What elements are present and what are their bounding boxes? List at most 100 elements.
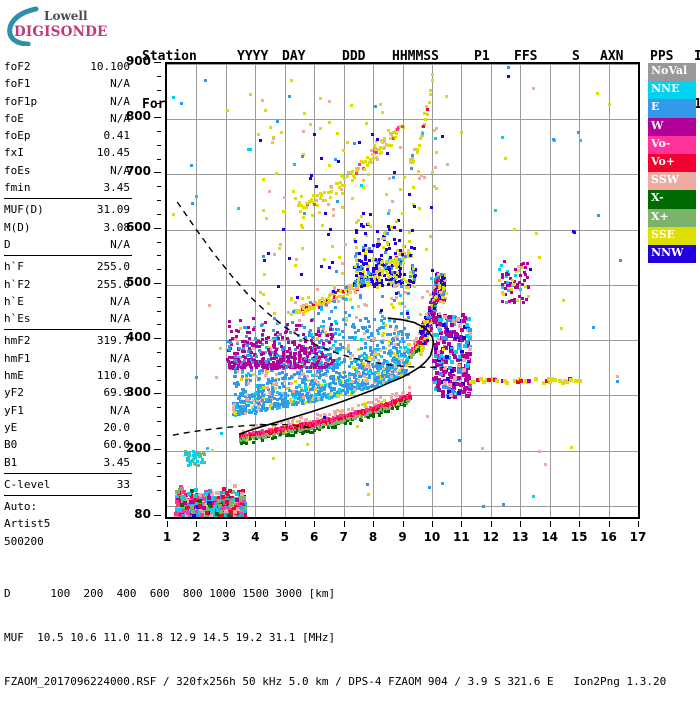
param-name: foEp — [4, 127, 31, 144]
y-axis-minor-tick — [157, 311, 161, 312]
param-name: fxI — [4, 144, 24, 161]
param-name: hmE — [4, 367, 24, 384]
y-axis-tick — [154, 393, 161, 394]
y-axis-minor-tick — [157, 269, 161, 270]
param-value: 31.09 — [97, 201, 130, 218]
param-row-hf: h`F 255.0 — [4, 258, 132, 275]
param-name: C-level — [4, 476, 50, 493]
y-axis-minor-tick — [157, 186, 161, 187]
param-name: M(D) — [4, 219, 31, 236]
param-name: foEs — [4, 162, 31, 179]
logo-lowell-text: Lowell — [44, 9, 88, 23]
y-axis-minor-tick — [157, 366, 161, 367]
plot-canvas — [167, 64, 638, 517]
param-name: foF1 — [4, 75, 31, 92]
param-group-divider — [4, 495, 132, 496]
param-name: hmF1 — [4, 350, 31, 367]
param-name: MUF(D) — [4, 201, 44, 218]
y-axis-minor-tick — [157, 90, 161, 91]
auto-line-1: Artist5 — [4, 515, 132, 532]
y-axis-minor-tick — [157, 255, 161, 256]
param-name: foE — [4, 110, 24, 127]
param-name: h`Es — [4, 310, 31, 327]
param-name: yE — [4, 419, 17, 436]
auto-line-0: Auto: — [4, 498, 132, 515]
y-axis-minor-tick — [157, 131, 161, 132]
y-axis-minor-tick — [157, 145, 161, 146]
param-name: foF1p — [4, 93, 37, 110]
y-axis-tick — [154, 283, 161, 284]
param-value: 110.0 — [97, 367, 130, 384]
param-row-md: M(D)3.08 — [4, 219, 132, 236]
param-name: fmin — [4, 179, 31, 196]
y-axis-label: 800 — [126, 109, 151, 123]
y-axis-minor-tick — [157, 103, 161, 104]
param-group-divider — [4, 255, 132, 256]
logo-digisonde-text: DIGISONDE — [14, 24, 108, 40]
y-axis-minor-tick — [157, 76, 161, 77]
param-name: D — [4, 236, 11, 253]
ionogram-plot[interactable] — [165, 62, 640, 519]
y-axis-tick — [154, 449, 161, 450]
param-name: B0 — [4, 436, 17, 453]
param-group-divider — [4, 198, 132, 199]
y-axis-label: 80 — [134, 507, 151, 521]
y-axis-minor-tick — [157, 421, 161, 422]
param-value: 3.45 — [104, 179, 131, 196]
param-group-divider — [4, 473, 132, 474]
y-axis-minor-tick — [157, 476, 161, 477]
y-axis-label: 300 — [126, 385, 151, 399]
y-axis-minor-tick — [157, 407, 161, 408]
y-axis-minor-tick — [157, 435, 161, 436]
param-value: 3.45 — [104, 454, 131, 471]
auto-line-2: 500200 — [4, 533, 132, 550]
y-axis-minor-tick — [157, 159, 161, 160]
param-name: h`F — [4, 258, 24, 275]
param-value: 255.0 — [97, 258, 130, 275]
param-name: yF1 — [4, 402, 24, 419]
y-axis-label: 900 — [126, 54, 151, 68]
y-axis-minor-tick — [157, 352, 161, 353]
y-axis-tick — [154, 172, 161, 173]
y-axis-tick — [154, 117, 161, 118]
y-axis-tick — [154, 338, 161, 339]
y-axis-minor-tick — [157, 463, 161, 464]
y-axis-label: 500 — [126, 275, 151, 289]
y-axis-label: 600 — [126, 220, 151, 234]
y-axis-tick — [154, 515, 161, 516]
y-axis-label: 200 — [126, 441, 151, 455]
y-axis-label: 700 — [126, 164, 151, 178]
param-row-fof2: foF2 10.100 — [4, 58, 132, 75]
param-row-fmin: fmin 3.45 — [4, 179, 132, 196]
param-name: B1 — [4, 454, 17, 471]
param-name: yF2 — [4, 384, 24, 401]
param-name: foF2 — [4, 58, 31, 75]
param-row-b1: B1 3.45 — [4, 454, 132, 471]
y-axis-minor-tick — [157, 490, 161, 491]
y-axis-tick — [154, 62, 161, 63]
lowell-digisonde-logo: Lowell DIGISONDE — [6, 4, 116, 46]
y-axis-minor-tick — [157, 324, 161, 325]
param-value: 20.0 — [104, 419, 131, 436]
param-value: 10.100 — [90, 58, 130, 75]
param-name: h`F2 — [4, 276, 31, 293]
y-axis-minor-tick — [157, 242, 161, 243]
